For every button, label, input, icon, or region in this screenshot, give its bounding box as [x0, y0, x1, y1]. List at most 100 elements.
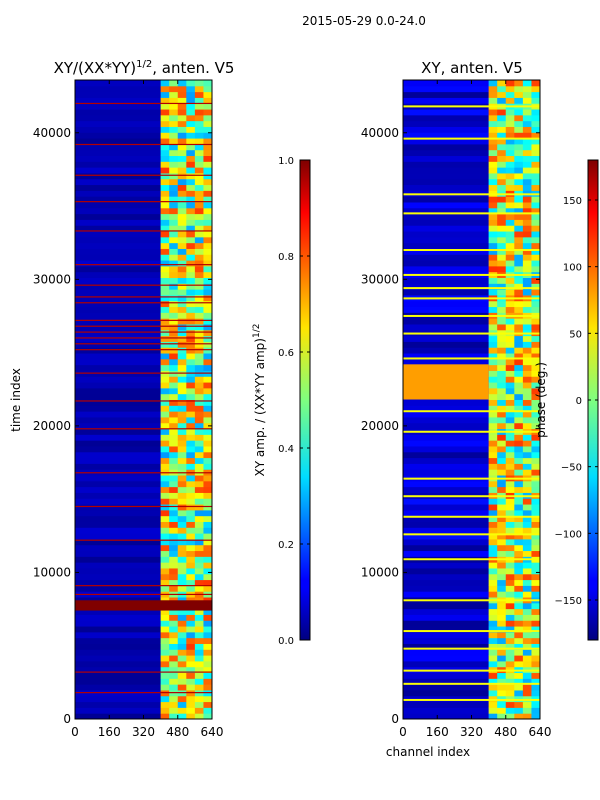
heatmap-cell — [177, 620, 187, 627]
heatmap-cell — [514, 242, 524, 249]
heatmap-cell — [160, 387, 170, 395]
heatmap-cell — [531, 538, 541, 546]
heatmap-cell — [194, 376, 204, 383]
heatmap-cell — [203, 672, 213, 679]
heatmap-cell — [160, 544, 170, 552]
heatmap-cell — [505, 527, 515, 534]
heatmap-cell — [522, 248, 532, 255]
heatmap-cell — [514, 509, 524, 517]
heatmap-cell — [177, 631, 187, 639]
heatmap-cell — [403, 538, 489, 546]
heatmap-cell — [194, 143, 204, 151]
heatmap-saturated-row — [75, 230, 212, 232]
heatmap-cell — [505, 184, 515, 191]
heatmap-cell — [194, 515, 204, 522]
heatmap-cell — [186, 695, 196, 703]
heatmap-cell — [514, 533, 524, 540]
heatmap-cell — [186, 620, 196, 627]
heatmap-cell — [403, 672, 489, 679]
heatmap-cell — [169, 684, 179, 691]
heatmap-cell — [522, 649, 532, 656]
heatmap-cell — [160, 498, 170, 505]
heatmap-cell — [505, 445, 515, 453]
heatmap-cell — [403, 358, 489, 366]
heatmap-cell — [497, 405, 507, 412]
heatmap-cell — [186, 231, 196, 238]
y-tick-label: 20000 — [33, 419, 71, 433]
heatmap-cell — [203, 567, 213, 575]
heatmap-cell — [531, 126, 541, 133]
heatmap-cell — [177, 527, 187, 534]
colorbar-tick-label: 0.2 — [278, 540, 294, 551]
heatmap-cell — [497, 533, 507, 540]
heatmap-cell — [160, 80, 170, 87]
heatmap-cell — [177, 411, 187, 418]
heatmap-cell — [169, 463, 179, 470]
heatmap-light-row — [403, 314, 540, 317]
heatmap-cell — [522, 504, 532, 511]
heatmap-cell — [497, 167, 507, 174]
heatmap-cell — [169, 486, 179, 493]
heatmap-cell — [505, 434, 515, 441]
heatmap-cell — [160, 143, 170, 151]
heatmap-cell — [160, 178, 170, 186]
heatmap-cell — [186, 178, 196, 186]
heatmap-cell — [203, 254, 213, 261]
heatmap-cell — [75, 597, 161, 604]
heatmap-cell — [169, 109, 179, 116]
heatmap-cell — [514, 399, 524, 406]
heatmap-cell — [177, 85, 187, 93]
heatmap-cell — [403, 323, 489, 331]
heatmap-cell — [403, 451, 489, 459]
heatmap-cell — [522, 155, 532, 162]
heatmap-cell — [160, 335, 170, 342]
heatmap-cell — [505, 265, 515, 273]
heatmap-cell — [497, 248, 507, 255]
heatmap-cell — [203, 538, 213, 546]
heatmap-cell — [75, 126, 161, 133]
heatmap-cell — [169, 608, 179, 615]
heatmap-cell — [194, 358, 204, 366]
heatmap-cell — [203, 167, 213, 174]
heatmap-cell — [531, 289, 541, 296]
heatmap-cell — [160, 265, 170, 273]
heatmap-cell — [160, 597, 170, 604]
heatmap-cell — [522, 85, 532, 93]
heatmap-cell — [497, 591, 507, 598]
heatmap-cell — [169, 713, 179, 720]
heatmap-cell — [497, 143, 507, 151]
heatmap-cell — [160, 608, 170, 615]
heatmap-cell — [497, 660, 507, 668]
heatmap-cell — [169, 637, 179, 644]
heatmap-cell — [522, 538, 532, 546]
heatmap-cell — [177, 649, 187, 656]
heatmap-cell — [488, 614, 498, 621]
heatmap-cell — [505, 713, 515, 720]
heatmap-cell — [505, 201, 515, 209]
heatmap-cell — [177, 399, 187, 406]
heatmap-cell — [531, 701, 541, 708]
heatmap-cell — [160, 655, 170, 662]
heatmap-cell — [514, 544, 524, 552]
heatmap-cell — [177, 556, 187, 563]
heatmap-cell — [177, 318, 187, 325]
y-tick-label: 40000 — [361, 126, 399, 140]
heatmap-cell — [160, 684, 170, 691]
heatmap-cell — [531, 637, 541, 644]
heatmap-cell — [160, 242, 170, 249]
heatmap-cell — [488, 91, 498, 98]
heatmap-cell — [505, 114, 515, 122]
heatmap-cell — [403, 689, 489, 697]
heatmap-cell — [177, 109, 187, 116]
heatmap-cell — [194, 178, 204, 186]
heatmap-cell — [497, 265, 507, 273]
heatmap-cell — [497, 91, 507, 98]
heatmap-cell — [505, 579, 515, 586]
heatmap-cell — [505, 405, 515, 412]
heatmap-cell — [203, 219, 213, 226]
heatmap-cell — [160, 161, 170, 168]
heatmap-cell — [203, 521, 213, 528]
heatmap-cell — [505, 515, 515, 522]
heatmap-cell — [403, 504, 489, 511]
heatmap-cell — [177, 405, 187, 412]
